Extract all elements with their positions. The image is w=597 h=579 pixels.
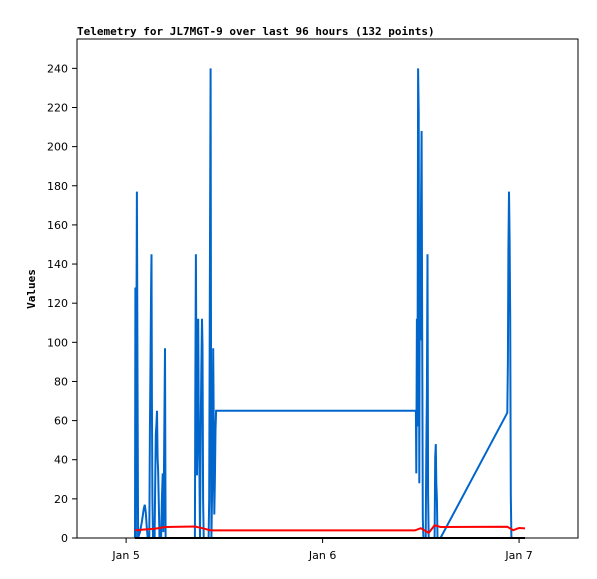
y-tick-label: 40 bbox=[54, 454, 68, 467]
plot-frame bbox=[76, 38, 579, 539]
y-tick-label: 120 bbox=[47, 297, 68, 310]
y-tick-label: 60 bbox=[54, 415, 68, 428]
y-tick-label: 220 bbox=[47, 101, 68, 114]
y-tick-label: 200 bbox=[47, 141, 68, 154]
x-tick-label: Jan 5 bbox=[111, 549, 139, 562]
y-tick-label: 80 bbox=[54, 375, 68, 388]
series-line-1 bbox=[134, 524, 526, 535]
series-line-0 bbox=[134, 68, 513, 539]
x-tick-label: Jan 7 bbox=[504, 549, 532, 562]
y-tick-label: 180 bbox=[47, 180, 68, 193]
y-tick-label: 140 bbox=[47, 258, 68, 271]
y-tick-label: 20 bbox=[54, 493, 68, 506]
y-tick-label: 100 bbox=[47, 336, 68, 349]
y-tick-label: 240 bbox=[47, 62, 68, 75]
axis-ticks: 0 20 40 60 80 100 120 140 160 180 200 220 240 Jan 5 Ja… bbox=[47, 62, 533, 562]
y-axis-label: Values bbox=[25, 269, 38, 309]
x-tick-label: Jan 6 bbox=[308, 549, 336, 562]
chart-title: Telemetry for JL7MGT-9 over last 96 hour… bbox=[77, 25, 435, 38]
y-tick-label: 160 bbox=[47, 219, 68, 232]
y-tick-label: 0 bbox=[61, 532, 68, 545]
